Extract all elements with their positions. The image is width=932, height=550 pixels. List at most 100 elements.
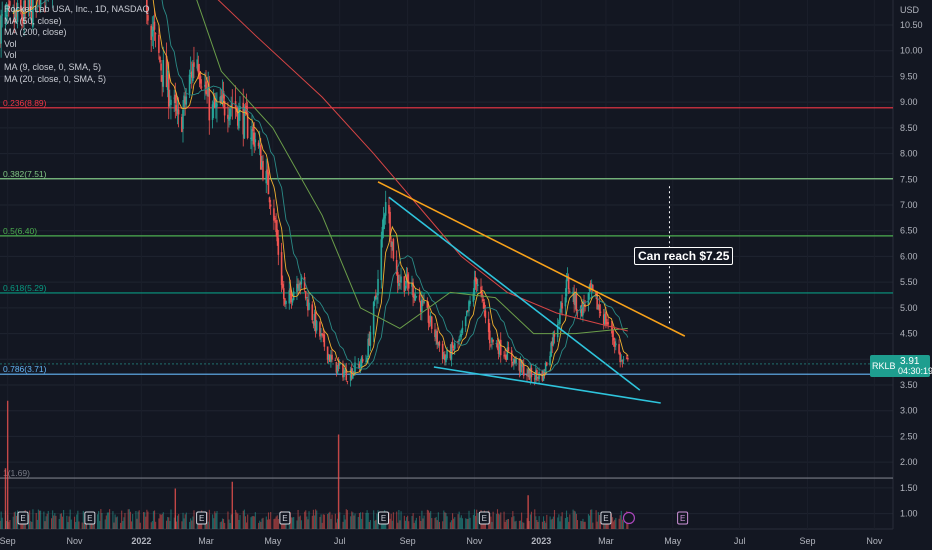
x-tick-label: Nov xyxy=(866,536,883,546)
volume-bar xyxy=(587,514,589,529)
volume-bar xyxy=(381,522,384,529)
candle-body xyxy=(428,322,431,324)
volume-bar xyxy=(622,521,625,529)
volume-bar xyxy=(230,514,232,529)
candle-body xyxy=(418,295,421,301)
y-tick-label: 10.50 xyxy=(900,20,923,30)
volume-bar xyxy=(468,510,470,529)
volume-bar xyxy=(490,516,492,529)
volume-bar xyxy=(273,519,275,529)
y-tick-label: 8.00 xyxy=(900,149,918,159)
legend-title: Rocket Lab USA, Inc., 1D, NASDAQ xyxy=(4,4,150,14)
candle-body xyxy=(321,333,323,335)
candle-body xyxy=(228,117,230,121)
volume-bar xyxy=(78,521,80,529)
volume-bar xyxy=(390,513,392,529)
candle-body xyxy=(550,342,552,357)
volume-bar xyxy=(414,520,416,529)
volume-bar xyxy=(169,520,171,529)
candle-body xyxy=(368,338,371,346)
volume-bar xyxy=(137,511,139,529)
volume-bar xyxy=(299,515,301,529)
volume-bar xyxy=(143,512,145,529)
x-tick-label: Mar xyxy=(598,536,614,546)
candle-body xyxy=(323,334,326,347)
volume-bar xyxy=(449,522,451,529)
candle-body xyxy=(438,341,441,346)
candle-body xyxy=(381,226,384,240)
volume-bar xyxy=(511,517,513,529)
candle-body xyxy=(529,368,532,379)
candle-body xyxy=(507,347,510,352)
candle-body xyxy=(461,327,464,334)
candle-body xyxy=(21,13,23,21)
earnings-marker-letter: E xyxy=(199,514,204,523)
candle-body xyxy=(450,343,453,360)
fibonacci-levels: 0.236(8.89) 0.382(7.51) 0.5(6.40) 0.618(5.2… xyxy=(0,98,893,479)
candle-body xyxy=(572,291,574,294)
candle-body xyxy=(519,360,522,373)
volume-bar xyxy=(29,510,31,529)
volume-bar xyxy=(46,513,48,529)
candle-body xyxy=(222,90,225,99)
y-tick-label: 4.50 xyxy=(900,329,918,339)
volume-bar xyxy=(121,510,123,529)
volume-bar xyxy=(491,521,493,529)
volume-bar xyxy=(315,509,317,529)
candle-body xyxy=(376,297,378,300)
volume-bar xyxy=(453,518,455,529)
volume-bar xyxy=(574,511,576,529)
volume-bar xyxy=(507,518,510,529)
candle-body xyxy=(607,322,609,325)
candle-body xyxy=(28,0,31,9)
volume-bar xyxy=(1,517,3,529)
volume-bar xyxy=(330,518,332,529)
volume-bar xyxy=(391,520,393,529)
candle-body xyxy=(590,285,593,290)
target-callout[interactable]: Can reach $7.25 xyxy=(634,247,734,265)
candle-body xyxy=(262,160,264,180)
earnings-marker-letter: E xyxy=(680,514,685,523)
ma200-line xyxy=(217,0,628,332)
candle-body xyxy=(469,300,471,304)
volume-bar xyxy=(208,509,210,529)
volume-bar xyxy=(528,521,530,529)
volume-bar xyxy=(323,514,325,529)
candle-body xyxy=(581,304,583,317)
volume-bar xyxy=(112,511,114,529)
volume-bar xyxy=(69,509,71,529)
ma9-line xyxy=(12,0,629,377)
candle-body xyxy=(338,363,341,365)
volume-bar xyxy=(322,514,324,529)
candle-body xyxy=(213,97,216,108)
volume-bar xyxy=(569,514,571,529)
candle-body xyxy=(259,145,262,170)
candle-body xyxy=(620,359,623,361)
candle-body xyxy=(193,62,195,67)
volume-bar xyxy=(454,517,456,529)
candle-body xyxy=(320,333,322,336)
candle-body xyxy=(345,369,348,381)
volume-bar xyxy=(47,510,49,529)
candle-body xyxy=(538,372,540,380)
candle-body xyxy=(30,0,33,24)
candle-body xyxy=(331,354,333,360)
candle-body xyxy=(398,283,400,286)
candle-body xyxy=(349,369,352,381)
fib-level-label: 0.382(7.51) xyxy=(3,169,47,179)
volume-bar xyxy=(529,514,531,529)
volume-bar xyxy=(457,514,459,529)
split-marker xyxy=(622,511,636,525)
volume-bar xyxy=(346,510,348,529)
volume-bar xyxy=(242,510,244,529)
candle-body xyxy=(441,343,444,360)
candle-body xyxy=(327,354,330,361)
volume-bar xyxy=(343,514,345,529)
volume-bar xyxy=(236,512,238,529)
volume-bar xyxy=(375,519,377,529)
candle-body xyxy=(474,277,477,282)
fib-level-label: 1(1.69) xyxy=(3,468,30,478)
